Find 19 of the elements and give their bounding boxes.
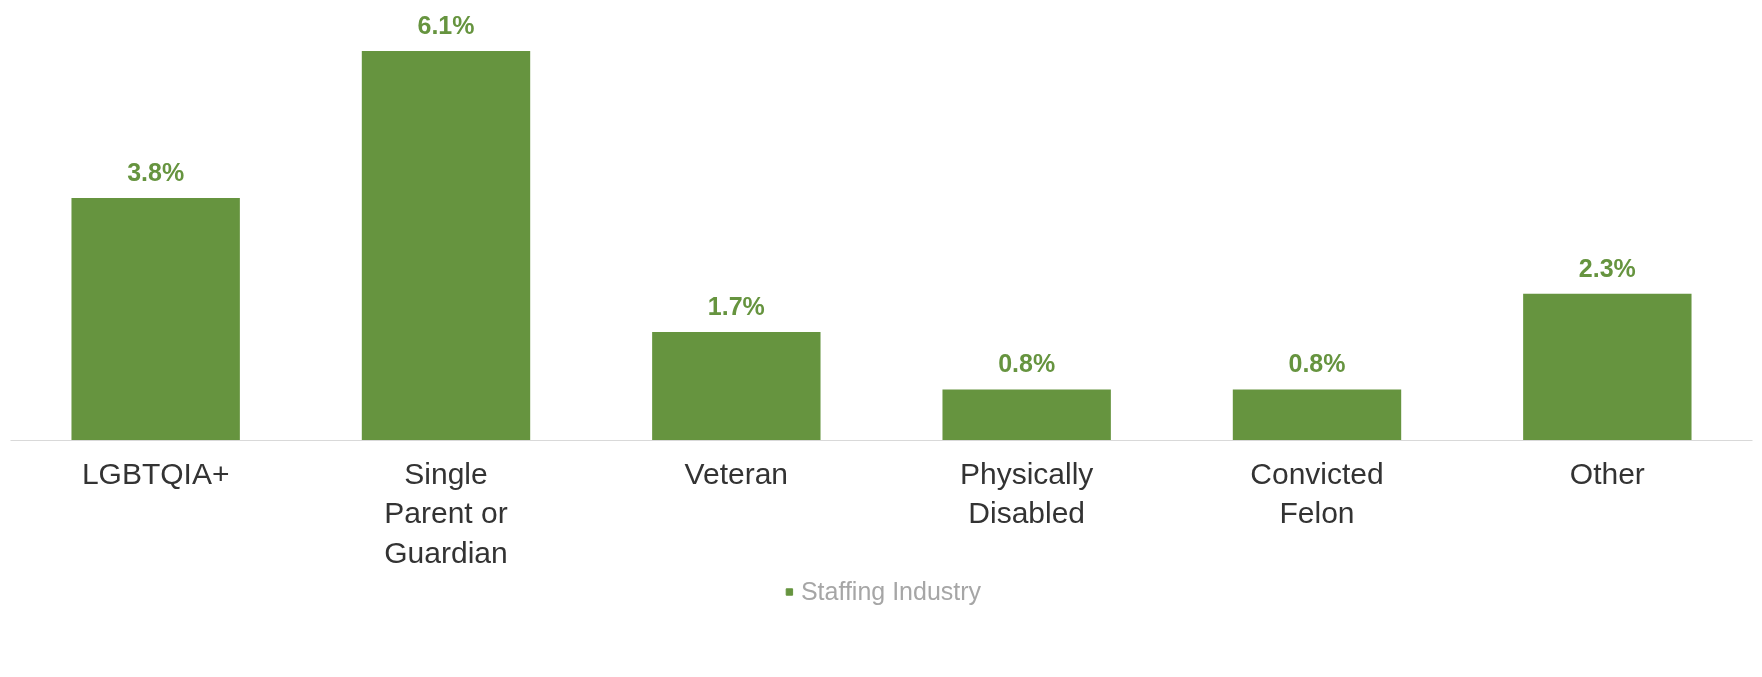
x-tick-label: Single Parent or Guardian <box>384 456 508 569</box>
x-tick-label: Other <box>1569 456 1645 490</box>
data-label: 0.8% <box>998 349 1056 378</box>
bar <box>1523 293 1692 441</box>
legend-label: Staffing Industry <box>800 576 982 606</box>
bar <box>71 197 240 441</box>
data-label: 1.7% <box>707 291 765 320</box>
bar <box>1232 389 1402 441</box>
x-tick-label: Physically Disabled <box>959 456 1094 530</box>
bar <box>942 389 1111 441</box>
x-tick-label: LGBTQIA+ <box>81 456 230 490</box>
x-tick-label: Convicted Felon <box>1250 456 1384 530</box>
data-label: 2.3% <box>1578 253 1636 282</box>
x-tick-label: Veteran <box>684 456 789 490</box>
bar <box>652 331 821 441</box>
bar <box>361 51 531 441</box>
data-label: 3.8% <box>127 157 185 186</box>
data-label: 6.1% <box>417 11 475 40</box>
data-label: 0.8% <box>1288 349 1346 378</box>
